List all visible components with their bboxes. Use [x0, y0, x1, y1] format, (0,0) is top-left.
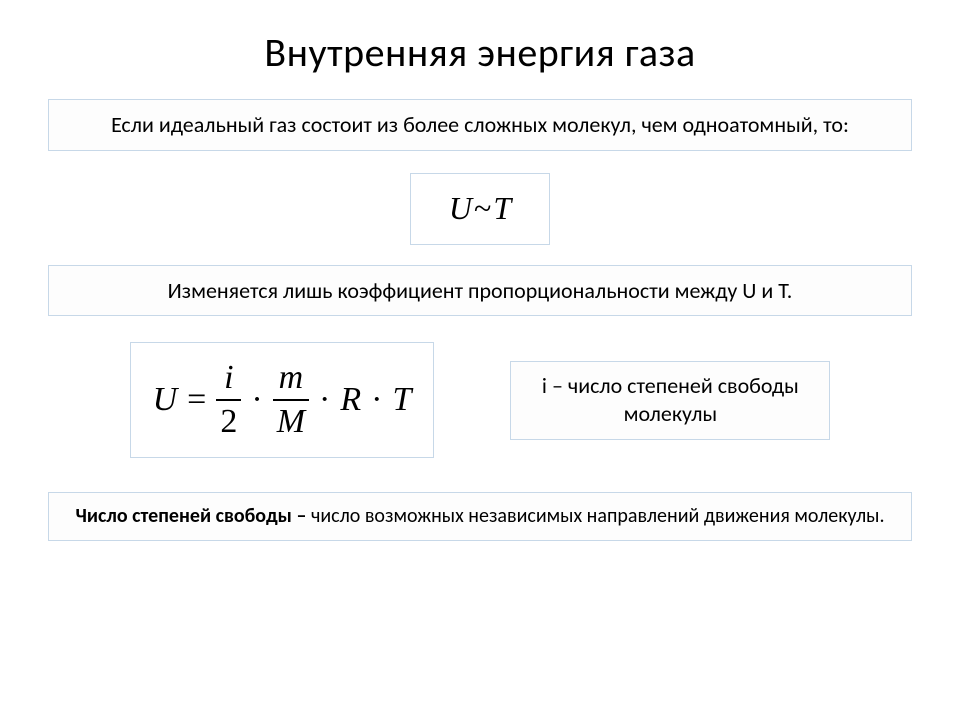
- f2-dot3: ·: [371, 381, 382, 419]
- f2-eq: =: [187, 381, 206, 419]
- f2-frac1: i 2: [216, 361, 241, 439]
- formula1-lhs: U: [449, 190, 472, 227]
- f2-frac1-den: 2: [216, 405, 241, 439]
- formula1-rhs: T: [493, 190, 511, 227]
- side-note: i – число степеней свободы молекулы: [510, 361, 830, 440]
- fraction-bar-icon: [216, 399, 241, 401]
- f2-frac1-num: i: [220, 361, 237, 395]
- f2-U: U: [153, 381, 178, 419]
- f2-dot1: ·: [251, 381, 262, 419]
- formula-proportional: U ~ T: [410, 173, 550, 245]
- definition-rest: число возможных независимых направлений …: [311, 504, 885, 528]
- formula-internal-energy: U = i 2 · m M · R · T: [130, 342, 435, 458]
- fraction-bar-icon: [273, 399, 309, 401]
- f2-frac2: m M: [273, 361, 309, 439]
- middle-text: Изменяется лишь коэффициент пропорционал…: [48, 265, 912, 317]
- formula-row: U = i 2 · m M · R · T i – число степеней…: [48, 342, 912, 458]
- definition-lead: Число степеней свободы –: [75, 504, 310, 528]
- formula1-rel: ~: [474, 190, 491, 227]
- page-title: Внутренняя энергия газа: [48, 28, 912, 77]
- f2-T: T: [392, 381, 411, 419]
- f2-frac2-den: M: [273, 405, 309, 439]
- definition-text: Число степеней свободы – число возможных…: [48, 492, 912, 541]
- f2-frac2-num: m: [275, 361, 308, 395]
- f2-dot2: ·: [319, 381, 330, 419]
- f2-R: R: [340, 381, 361, 419]
- intro-text: Если идеальный газ состоит из более слож…: [48, 99, 912, 151]
